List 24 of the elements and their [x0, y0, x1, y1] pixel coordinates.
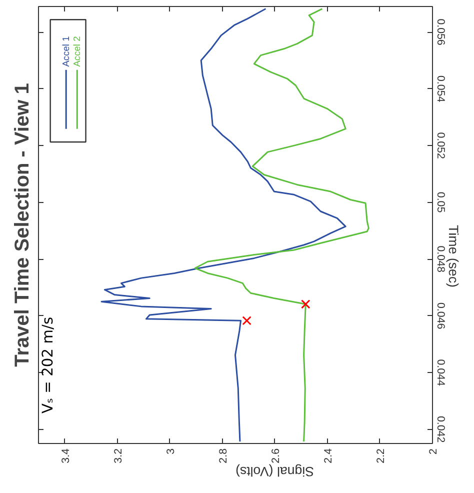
- x-tick-label: 3.4: [60, 448, 72, 464]
- y-tick-label: 0.048: [434, 246, 446, 272]
- text: Travel Time Selection - View 1: [12, 83, 34, 367]
- y-tick-label: 0.042: [434, 416, 446, 443]
- x-tick-label: 2.2: [374, 448, 387, 464]
- y-tick-label: 0.044: [434, 359, 446, 386]
- text: Accel 2: [72, 36, 82, 67]
- annotation: Vₛ = 202 m/s: [40, 316, 56, 414]
- text: Accel 1: [61, 36, 72, 67]
- y-tick-label: 0.046: [434, 302, 446, 330]
- x-tick-label: 2.8: [217, 448, 230, 464]
- x-axis-title: Signal (Volts): [235, 464, 314, 479]
- line-series: [194, 8, 370, 442]
- x-tick-label: 2.4: [322, 448, 334, 464]
- x-tick-label: 2.6: [270, 448, 282, 464]
- x-tick-label: 2: [428, 448, 440, 454]
- y-tick-label: 0.052: [434, 132, 446, 159]
- y-tick-label: 0.054: [434, 75, 446, 102]
- x-tick-label: 3.2: [112, 448, 124, 464]
- line-series: [100, 8, 346, 442]
- y-tick-label: 0.05: [434, 192, 446, 213]
- y-tick-label: 0.056: [434, 18, 446, 46]
- y-axis-title: Time (sec): [446, 225, 461, 288]
- x-tick-label: 3: [164, 448, 177, 454]
